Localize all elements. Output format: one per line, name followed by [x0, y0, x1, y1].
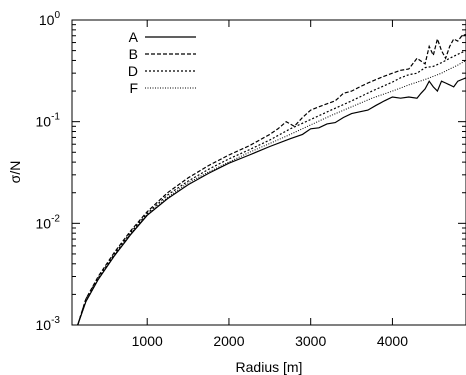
legend-label-f: F — [129, 80, 138, 96]
series-line-d — [77, 50, 466, 326]
y-tick-label: 10-2 — [36, 213, 61, 231]
x-tick-label: 3000 — [295, 333, 326, 349]
x-tick-label: 4000 — [377, 333, 408, 349]
series-line-a — [77, 77, 466, 326]
series-line-b — [77, 33, 466, 326]
y-tick-label: 10-3 — [36, 315, 61, 333]
legend-label-b: B — [129, 46, 138, 62]
x-axis-label: Radius [m] — [236, 359, 303, 375]
series-line-f — [77, 60, 466, 326]
legend-label-a: A — [129, 29, 139, 45]
y-tick-label: 10-1 — [36, 112, 61, 130]
y-tick-label: 100 — [39, 10, 61, 28]
plot-frame — [71, 19, 466, 326]
x-tick-label: 1000 — [132, 333, 163, 349]
axis-ticks — [72, 19, 466, 326]
axis-tick-labels: 1000 2000 3000 4000 10-3 10-2 10-1 100 — [36, 10, 409, 349]
series-group — [77, 33, 466, 326]
y-axis-label: σ/N — [7, 161, 23, 184]
x-tick-label: 2000 — [213, 333, 244, 349]
legend-label-d: D — [128, 63, 138, 79]
